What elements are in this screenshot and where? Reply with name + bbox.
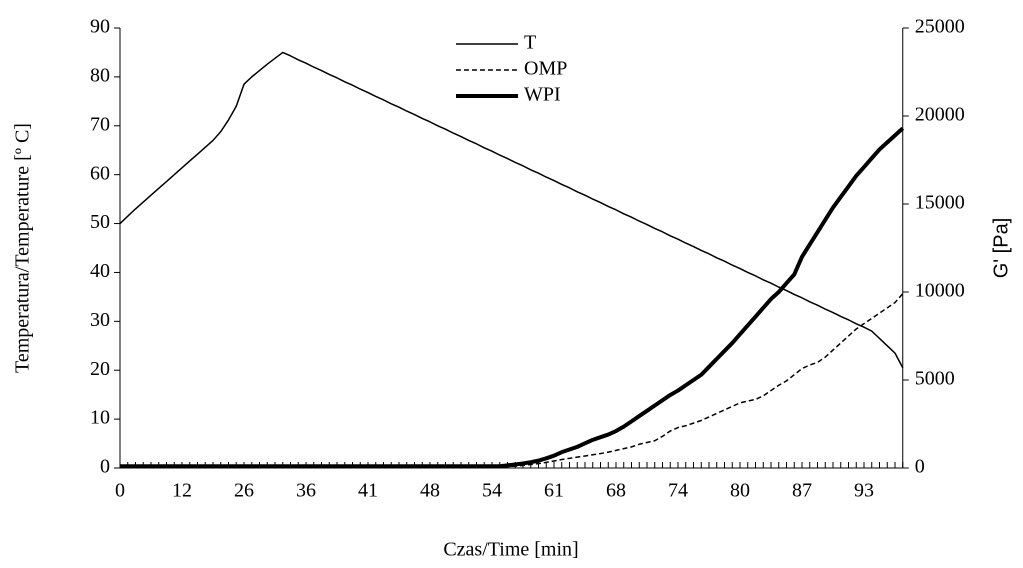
y2-tick-label: 15000 bbox=[915, 192, 965, 214]
x-tick-label: 93 bbox=[854, 480, 874, 502]
series-line bbox=[120, 293, 904, 467]
y2-tick-label: 0 bbox=[915, 456, 925, 478]
y2-axis-title: G' [Pa] bbox=[990, 218, 1012, 279]
y-tick-label: 90 bbox=[90, 16, 110, 38]
y2-tick-label: 5000 bbox=[915, 368, 955, 390]
y-tick-label: 60 bbox=[90, 162, 110, 184]
y-tick-label: 40 bbox=[90, 260, 110, 282]
x-tick-label: 12 bbox=[172, 480, 192, 502]
y2-tick-label: 10000 bbox=[915, 280, 965, 302]
y-tick-label: 80 bbox=[90, 64, 110, 86]
x-tick-label: 36 bbox=[296, 480, 316, 502]
y2-tick-label: 25000 bbox=[915, 16, 965, 38]
x-axis-title: Czas/Time [min] bbox=[443, 539, 578, 561]
y2-tick-label: 20000 bbox=[915, 104, 965, 126]
y-axis-title: Temperatura/Temperature [º C] bbox=[12, 123, 34, 373]
x-tick-label: 0 bbox=[115, 480, 125, 502]
legend-label: OMP bbox=[524, 58, 567, 80]
y-tick-label: 0 bbox=[100, 456, 110, 478]
x-tick-label: 54 bbox=[482, 480, 502, 502]
y-tick-label: 10 bbox=[90, 407, 110, 429]
legend-label: T bbox=[524, 32, 536, 54]
y-tick-label: 20 bbox=[90, 358, 110, 380]
x-tick-label: 61 bbox=[544, 480, 564, 502]
x-tick-label: 87 bbox=[792, 480, 812, 502]
x-tick-label: 68 bbox=[606, 480, 626, 502]
x-tick-label: 48 bbox=[420, 480, 440, 502]
x-tick-label: 74 bbox=[668, 480, 688, 502]
x-tick-label: 80 bbox=[730, 480, 750, 502]
series-line bbox=[119, 51, 904, 369]
legend-label: WPI bbox=[524, 84, 561, 106]
x-tick-label: 26 bbox=[234, 480, 254, 502]
x-tick-label: 41 bbox=[358, 480, 378, 502]
y-tick-label: 70 bbox=[90, 113, 110, 135]
y-tick-label: 50 bbox=[90, 211, 110, 233]
y-tick-label: 30 bbox=[90, 309, 110, 331]
series-line bbox=[120, 126, 905, 469]
